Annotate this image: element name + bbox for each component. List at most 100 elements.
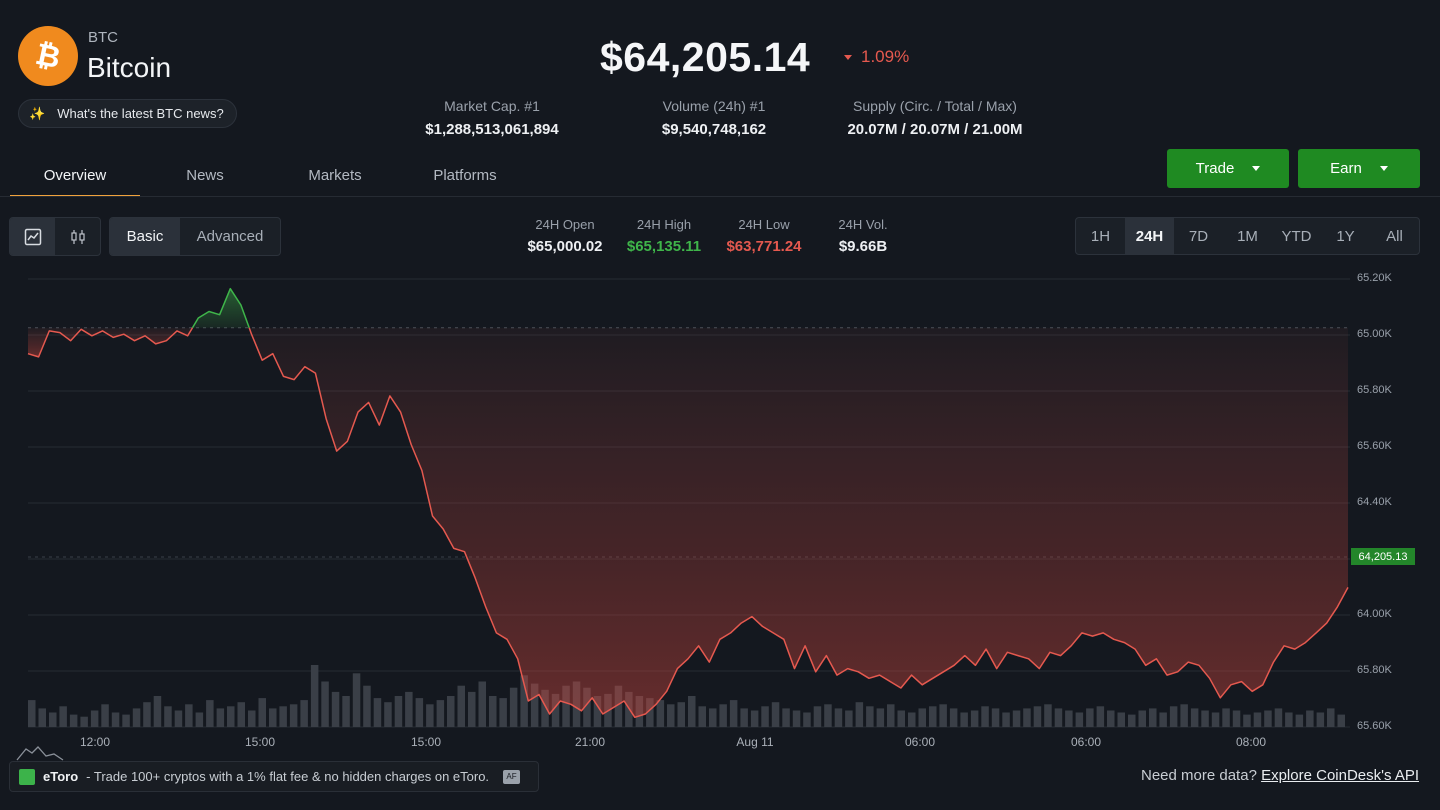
volume-bar bbox=[1138, 710, 1146, 727]
etoro-ad[interactable]: eToro - Trade 100+ cryptos with a 1% fla… bbox=[9, 761, 539, 792]
volume-bar bbox=[1002, 712, 1010, 727]
volume-bar bbox=[457, 685, 465, 727]
stat-label: Supply (Circ. / Total / Max) bbox=[853, 98, 1017, 114]
range-24h[interactable]: 24H bbox=[1125, 218, 1174, 254]
volume-bar bbox=[426, 704, 434, 727]
y-axis-label: 65.00K bbox=[1357, 328, 1392, 340]
chevron-down-icon bbox=[1379, 166, 1388, 171]
volume-bar bbox=[468, 691, 476, 727]
volume-bar bbox=[132, 708, 141, 727]
volume-bar bbox=[1337, 714, 1345, 727]
volume-bar bbox=[352, 673, 361, 727]
ohlc-value: $65,000.02 bbox=[527, 238, 603, 255]
ohlc-value: $63,771.24 bbox=[726, 238, 802, 255]
volume-bar bbox=[1086, 708, 1094, 727]
stat-value: $1,288,513,061,894 bbox=[425, 121, 559, 138]
range-1h[interactable]: 1H bbox=[1090, 227, 1111, 245]
price-line bbox=[27, 287, 1349, 719]
volume-bar bbox=[69, 714, 78, 727]
volume-bar bbox=[750, 710, 759, 727]
range-1y[interactable]: 1Y bbox=[1336, 227, 1355, 245]
volume-bar bbox=[656, 700, 665, 727]
volume-bar bbox=[331, 691, 340, 727]
volume-bar bbox=[1044, 704, 1052, 727]
volume-bar bbox=[289, 704, 298, 727]
mode-basic[interactable]: Basic bbox=[110, 218, 180, 255]
x-axis-label: 06:00 bbox=[904, 735, 936, 749]
volume-bar bbox=[1065, 710, 1073, 727]
earn-label: Earn bbox=[1330, 160, 1362, 177]
volume-bar bbox=[1285, 712, 1293, 727]
tab-markets[interactable]: Markets bbox=[308, 167, 362, 184]
ad-brand: eToro bbox=[43, 769, 79, 784]
volume-bar bbox=[866, 706, 874, 727]
volume-bar bbox=[509, 687, 518, 727]
volume-bar bbox=[237, 702, 245, 727]
ohlc-open: 24H Open $65,000.02 bbox=[515, 217, 615, 255]
trade-label: Trade bbox=[1195, 160, 1235, 177]
earn-button[interactable]: Earn bbox=[1298, 149, 1420, 188]
mode-advanced[interactable]: Advanced bbox=[196, 228, 264, 245]
api-text: Need more data? bbox=[1141, 767, 1257, 784]
volume-stat: Volume (24h) #1 $9,540,748,162 bbox=[634, 98, 794, 138]
x-axis-label: 12:00 bbox=[79, 735, 111, 749]
stat-label: Volume (24h) #1 bbox=[662, 98, 766, 114]
chart-type-toggle bbox=[9, 217, 101, 256]
range-all[interactable]: All bbox=[1386, 227, 1403, 245]
volume-bar bbox=[593, 696, 602, 727]
price-chart[interactable] bbox=[0, 260, 1440, 740]
volume-bar bbox=[478, 681, 486, 727]
stat-value: 20.07M / 20.07M / 21.00M bbox=[847, 121, 1023, 138]
volume-bar bbox=[981, 706, 989, 727]
volume-bar bbox=[164, 706, 172, 727]
tab-news[interactable]: News bbox=[186, 167, 224, 184]
down-arrow-icon bbox=[844, 54, 852, 60]
volume-bar bbox=[970, 710, 979, 727]
volume-bar bbox=[520, 675, 528, 727]
volume-bar bbox=[321, 681, 329, 727]
volume-bar bbox=[929, 706, 937, 727]
volume-bar bbox=[551, 693, 560, 727]
range-1m[interactable]: 1M bbox=[1237, 227, 1258, 245]
current-price-tag: 64,205.13 bbox=[1351, 548, 1415, 565]
volume-bar bbox=[729, 700, 738, 727]
range-7d[interactable]: 7D bbox=[1188, 227, 1209, 245]
etoro-logo-icon bbox=[19, 768, 35, 785]
trade-button[interactable]: Trade bbox=[1167, 149, 1289, 188]
volume-bar bbox=[373, 698, 382, 727]
candlestick-button[interactable] bbox=[55, 218, 100, 255]
volume-bar bbox=[1306, 710, 1314, 727]
ohlc-value: $9.66B bbox=[838, 238, 888, 255]
volume-bar bbox=[960, 712, 968, 727]
ohlc-volume: 24H Vol. $9.66B bbox=[813, 217, 913, 255]
ai-prompt-text: What's the latest BTC news? bbox=[57, 106, 224, 121]
api-link[interactable]: Explore CoinDesk's API bbox=[1261, 767, 1420, 784]
volume-bar bbox=[824, 704, 832, 727]
volume-bar bbox=[227, 706, 235, 727]
ohlc-value: $65,135.11 bbox=[626, 238, 702, 255]
volume-bar bbox=[667, 704, 675, 727]
ad-badge: AF bbox=[503, 769, 521, 784]
ai-news-prompt[interactable]: ✨ What's the latest BTC news? bbox=[18, 99, 237, 128]
coin-symbol: BTC bbox=[88, 29, 118, 46]
x-axis-label: 15:00 bbox=[244, 735, 276, 749]
volume-bar bbox=[143, 702, 151, 727]
page-tabs: Overview News Markets Platforms bbox=[10, 160, 530, 197]
supply-stat: Supply (Circ. / Total / Max) 20.07M / 20… bbox=[825, 98, 1045, 138]
range-ytd[interactable]: YTD bbox=[1281, 227, 1312, 245]
price-change-value: 1.09% bbox=[861, 47, 910, 66]
line-chart-button[interactable] bbox=[10, 218, 55, 255]
volume-bar bbox=[49, 712, 57, 727]
volume-bar bbox=[447, 696, 455, 727]
line-chart-icon bbox=[24, 228, 41, 245]
volume-bar bbox=[258, 698, 266, 727]
volume-bar bbox=[1232, 710, 1241, 727]
x-axis-label: 06:00 bbox=[1070, 735, 1102, 749]
tab-overview[interactable]: Overview bbox=[10, 160, 140, 197]
ohlc-label: 24H Open bbox=[535, 217, 595, 232]
volume-bar bbox=[1169, 706, 1178, 727]
volume-bar bbox=[300, 700, 308, 727]
tab-platforms[interactable]: Platforms bbox=[433, 167, 497, 184]
ohlc-low: 24H Low $63,771.24 bbox=[714, 217, 814, 255]
volume-bar bbox=[1264, 710, 1272, 727]
